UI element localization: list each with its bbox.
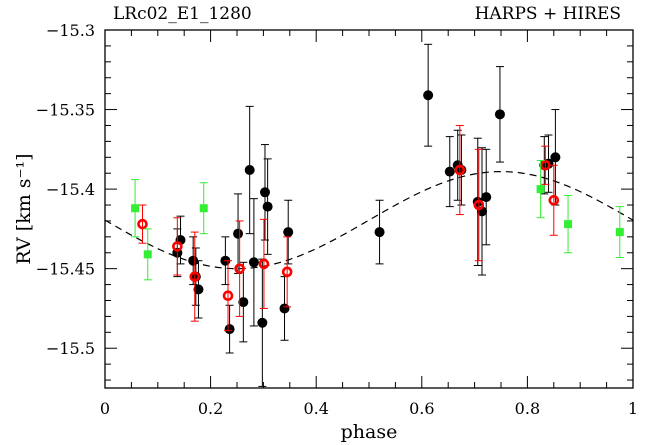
data-point [233, 228, 244, 239]
data-point [172, 241, 183, 252]
y-tick-label: −15.35 [36, 101, 95, 120]
data-point [473, 199, 485, 211]
data-point [131, 204, 140, 213]
x-tick-label: 0.2 [198, 399, 223, 418]
data-point [234, 263, 245, 274]
x-tick-label: 1 [628, 399, 638, 418]
x-tick-label: 0.4 [303, 399, 328, 418]
data-point [222, 290, 234, 302]
x-tick-label: 0.6 [409, 399, 434, 418]
data-point [540, 159, 551, 171]
y-tick-label: −15.45 [36, 260, 95, 279]
series-open-circle [137, 124, 560, 332]
data-point [189, 271, 201, 282]
data-point [454, 164, 466, 176]
data-point [279, 303, 290, 314]
data-point [262, 201, 273, 212]
axis-tick-labels: 0 0.2 0.4 0.6 0.8 1 −15.5 −15.45 −15.4 −15.35 −15.… [36, 21, 638, 418]
y-axis-title: RV [km s⁻¹] [13, 153, 35, 264]
data-point [143, 250, 152, 259]
data-point [257, 317, 268, 328]
data-point [137, 218, 148, 230]
y-tick-label: −15.3 [46, 21, 95, 40]
data-point [550, 152, 561, 163]
data-point [548, 194, 560, 206]
data-point [536, 185, 545, 194]
x-tick-label: 0.8 [515, 399, 540, 418]
data-point [564, 220, 573, 229]
data-point [244, 165, 255, 176]
data-point [615, 228, 624, 237]
data-point [423, 90, 434, 101]
chart-title-left: LRc02_E1_1280 [113, 4, 252, 24]
series-filled-square [131, 159, 624, 281]
y-tick-label: −15.4 [46, 180, 95, 199]
data-point [224, 324, 235, 335]
data-point [444, 166, 455, 177]
data-point [193, 284, 204, 295]
x-tick-label: 0 [100, 399, 110, 418]
data-point [281, 266, 293, 278]
x-axis-title: phase [341, 421, 398, 443]
data-point [494, 109, 505, 120]
data-point [283, 227, 294, 238]
plot-area [104, 43, 634, 387]
data-point [258, 258, 270, 270]
series-filled-circle [172, 43, 561, 387]
data-point [248, 257, 259, 268]
data-point [199, 204, 208, 213]
axis-ticks [104, 29, 634, 388]
data-point [259, 187, 270, 198]
y-tick-label: −15.5 [46, 339, 95, 358]
data-point [481, 192, 492, 203]
data-point [374, 227, 385, 238]
data-point [238, 297, 249, 308]
chart-title-right: HARPS + HIRES [475, 4, 621, 24]
